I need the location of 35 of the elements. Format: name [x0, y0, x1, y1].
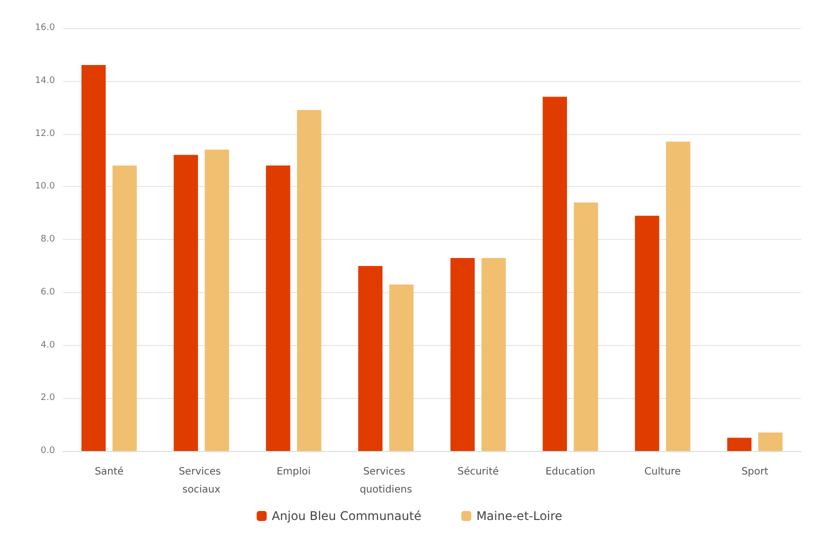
y-tick-label: 10.0 — [34, 182, 56, 192]
y-tick-label: 12.0 — [34, 128, 56, 139]
bar — [389, 284, 414, 451]
bar — [450, 258, 475, 451]
legend-label: Anjou Bleu Communauté — [272, 509, 422, 523]
x-tick-label: Services sociaux — [178, 466, 224, 496]
bar — [174, 154, 198, 451]
y-tick-label: 0.0 — [40, 446, 56, 456]
x-tick-label: Santé — [94, 466, 124, 478]
bar — [574, 202, 598, 451]
x-tick-label: Education — [545, 466, 596, 478]
bar — [358, 266, 382, 451]
y-tick-label: 16.0 — [34, 23, 56, 33]
x-tick-label: Sport — [741, 466, 768, 478]
bar — [112, 165, 137, 451]
x-tick-label: Culture — [644, 466, 681, 478]
y-tick-label: 6.0 — [40, 287, 56, 298]
bar — [542, 96, 567, 451]
y-tick-label: 4.0 — [40, 340, 56, 350]
legend-label: Maine-et-Loire — [476, 509, 562, 523]
x-tick-label: Sécurité — [457, 466, 499, 478]
y-tick-label: 2.0 — [40, 393, 56, 404]
bar — [266, 165, 290, 451]
bar — [204, 150, 230, 451]
bar — [634, 216, 660, 451]
bar — [727, 438, 752, 451]
y-tick-label: 8.0 — [40, 234, 56, 244]
bar — [81, 65, 106, 451]
bar — [758, 432, 783, 451]
bar — [482, 258, 506, 451]
y-tick-label: 14.0 — [34, 76, 56, 86]
x-tick-label: Emploi — [276, 466, 311, 478]
bar — [666, 142, 690, 451]
x-tick-label: Services quotidiens — [360, 466, 412, 496]
bar — [297, 110, 322, 451]
